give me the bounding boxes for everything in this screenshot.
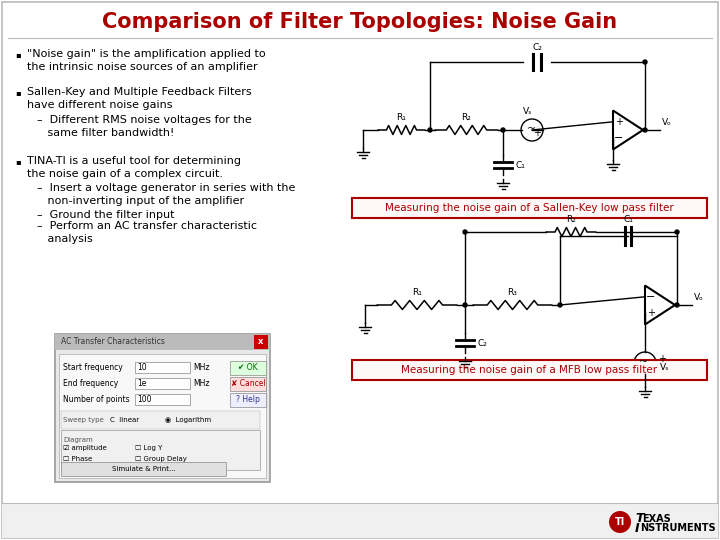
- Text: R₂: R₂: [462, 113, 472, 122]
- Text: –  Insert a voltage generator in series with the
   non-inverting input of the a: – Insert a voltage generator in series w…: [37, 183, 295, 206]
- Text: ◉  Logarithm: ◉ Logarithm: [165, 417, 211, 423]
- Text: TI: TI: [615, 517, 625, 527]
- Text: End frequency: End frequency: [63, 380, 118, 388]
- Bar: [135, 394, 190, 405]
- Bar: [61, 411, 260, 429]
- Bar: [59, 354, 266, 478]
- Bar: [61, 430, 260, 470]
- Text: T: T: [635, 512, 644, 525]
- Text: +: +: [615, 117, 623, 127]
- Text: R₁: R₁: [412, 288, 422, 297]
- Circle shape: [463, 303, 467, 307]
- Bar: [230, 361, 266, 375]
- Text: x: x: [258, 338, 264, 347]
- Text: –  Perform an AC transfer characteristic
   analysis: – Perform an AC transfer characteristic …: [37, 221, 257, 244]
- Circle shape: [501, 128, 505, 132]
- Text: +: +: [533, 128, 541, 138]
- Text: R₃: R₃: [508, 288, 518, 297]
- Bar: [352, 360, 707, 380]
- Text: C₂: C₂: [477, 339, 487, 348]
- Text: R₁: R₁: [397, 113, 406, 122]
- Text: Start frequency: Start frequency: [63, 363, 122, 373]
- Text: Diagram: Diagram: [63, 437, 93, 443]
- Bar: [135, 362, 190, 373]
- Text: Vₛ: Vₛ: [523, 107, 533, 116]
- Text: ☐ Group Delay: ☐ Group Delay: [135, 456, 187, 462]
- Bar: [230, 393, 266, 407]
- Text: C₂: C₂: [532, 43, 542, 52]
- Circle shape: [675, 303, 679, 307]
- Text: Vₒ: Vₒ: [694, 293, 704, 302]
- Text: Number of points: Number of points: [63, 395, 130, 404]
- Text: MHz: MHz: [193, 380, 210, 388]
- Text: −: −: [647, 292, 656, 302]
- Text: Vₒ: Vₒ: [662, 118, 672, 127]
- Text: AC Transfer Characteristics: AC Transfer Characteristics: [61, 338, 165, 347]
- Circle shape: [463, 230, 467, 234]
- Text: Vₛ: Vₛ: [660, 363, 670, 373]
- Text: Simulate & Print...: Simulate & Print...: [112, 466, 176, 472]
- Text: ☐ Log Y: ☐ Log Y: [135, 445, 163, 451]
- Text: ☐ Phase: ☐ Phase: [63, 456, 92, 462]
- Bar: [230, 377, 266, 391]
- Text: –  Ground the filter input: – Ground the filter input: [37, 210, 174, 220]
- Text: Sallen-Key and Multiple Feedback Filters
have different noise gains: Sallen-Key and Multiple Feedback Filters…: [27, 87, 251, 110]
- Bar: [352, 198, 707, 218]
- Text: I: I: [635, 522, 639, 535]
- Text: +: +: [658, 354, 666, 364]
- Text: EXAS: EXAS: [642, 514, 671, 524]
- Bar: [135, 378, 190, 389]
- Text: ▪: ▪: [15, 157, 21, 166]
- Text: ▪: ▪: [15, 88, 21, 97]
- Circle shape: [643, 128, 647, 132]
- Text: ~: ~: [639, 357, 649, 367]
- Circle shape: [675, 230, 679, 234]
- Bar: [2, 503, 718, 538]
- Text: Measuring the noise gain of a Sallen-Key low pass filter: Measuring the noise gain of a Sallen-Key…: [385, 203, 674, 213]
- Text: ▪: ▪: [15, 50, 21, 59]
- Circle shape: [643, 60, 647, 64]
- Text: C  linear: C linear: [110, 417, 139, 423]
- Text: NSTRUMENTS: NSTRUMENTS: [640, 523, 716, 533]
- Text: ☑ amplitude: ☑ amplitude: [63, 445, 107, 451]
- Text: 10: 10: [137, 363, 147, 373]
- Circle shape: [609, 511, 631, 533]
- Circle shape: [558, 303, 562, 307]
- Text: −: −: [614, 133, 624, 143]
- Text: ✔ OK: ✔ OK: [238, 363, 258, 373]
- Bar: [55, 334, 270, 482]
- Text: +: +: [647, 308, 655, 318]
- Text: TINA-TI is a useful tool for determining
the noise gain of a complex circuit.: TINA-TI is a useful tool for determining…: [27, 156, 241, 179]
- Text: 1e: 1e: [137, 380, 146, 388]
- Text: R₂: R₂: [566, 215, 576, 224]
- Bar: [61, 462, 226, 476]
- Circle shape: [428, 128, 432, 132]
- Text: ✘ Cancel: ✘ Cancel: [230, 380, 265, 388]
- Text: –  Different RMS noise voltages for the
   same filter bandwidth!: – Different RMS noise voltages for the s…: [37, 115, 252, 138]
- Text: C₁: C₁: [623, 215, 633, 224]
- Text: Sweep type: Sweep type: [63, 417, 104, 423]
- Text: 100: 100: [137, 395, 151, 404]
- Text: MHz: MHz: [193, 363, 210, 373]
- Text: "Noise gain" is the amplification applied to
the intrinsic noise sources of an a: "Noise gain" is the amplification applie…: [27, 49, 266, 72]
- Text: C₁: C₁: [515, 160, 525, 170]
- Bar: [254, 335, 268, 349]
- Text: Comparison of Filter Topologies: Noise Gain: Comparison of Filter Topologies: Noise G…: [102, 12, 618, 32]
- Text: ? Help: ? Help: [236, 395, 260, 404]
- Text: Measuring the noise gain of a MFB low pass filter: Measuring the noise gain of a MFB low pa…: [402, 365, 657, 375]
- Text: ~: ~: [526, 124, 536, 134]
- Bar: [55, 334, 270, 350]
